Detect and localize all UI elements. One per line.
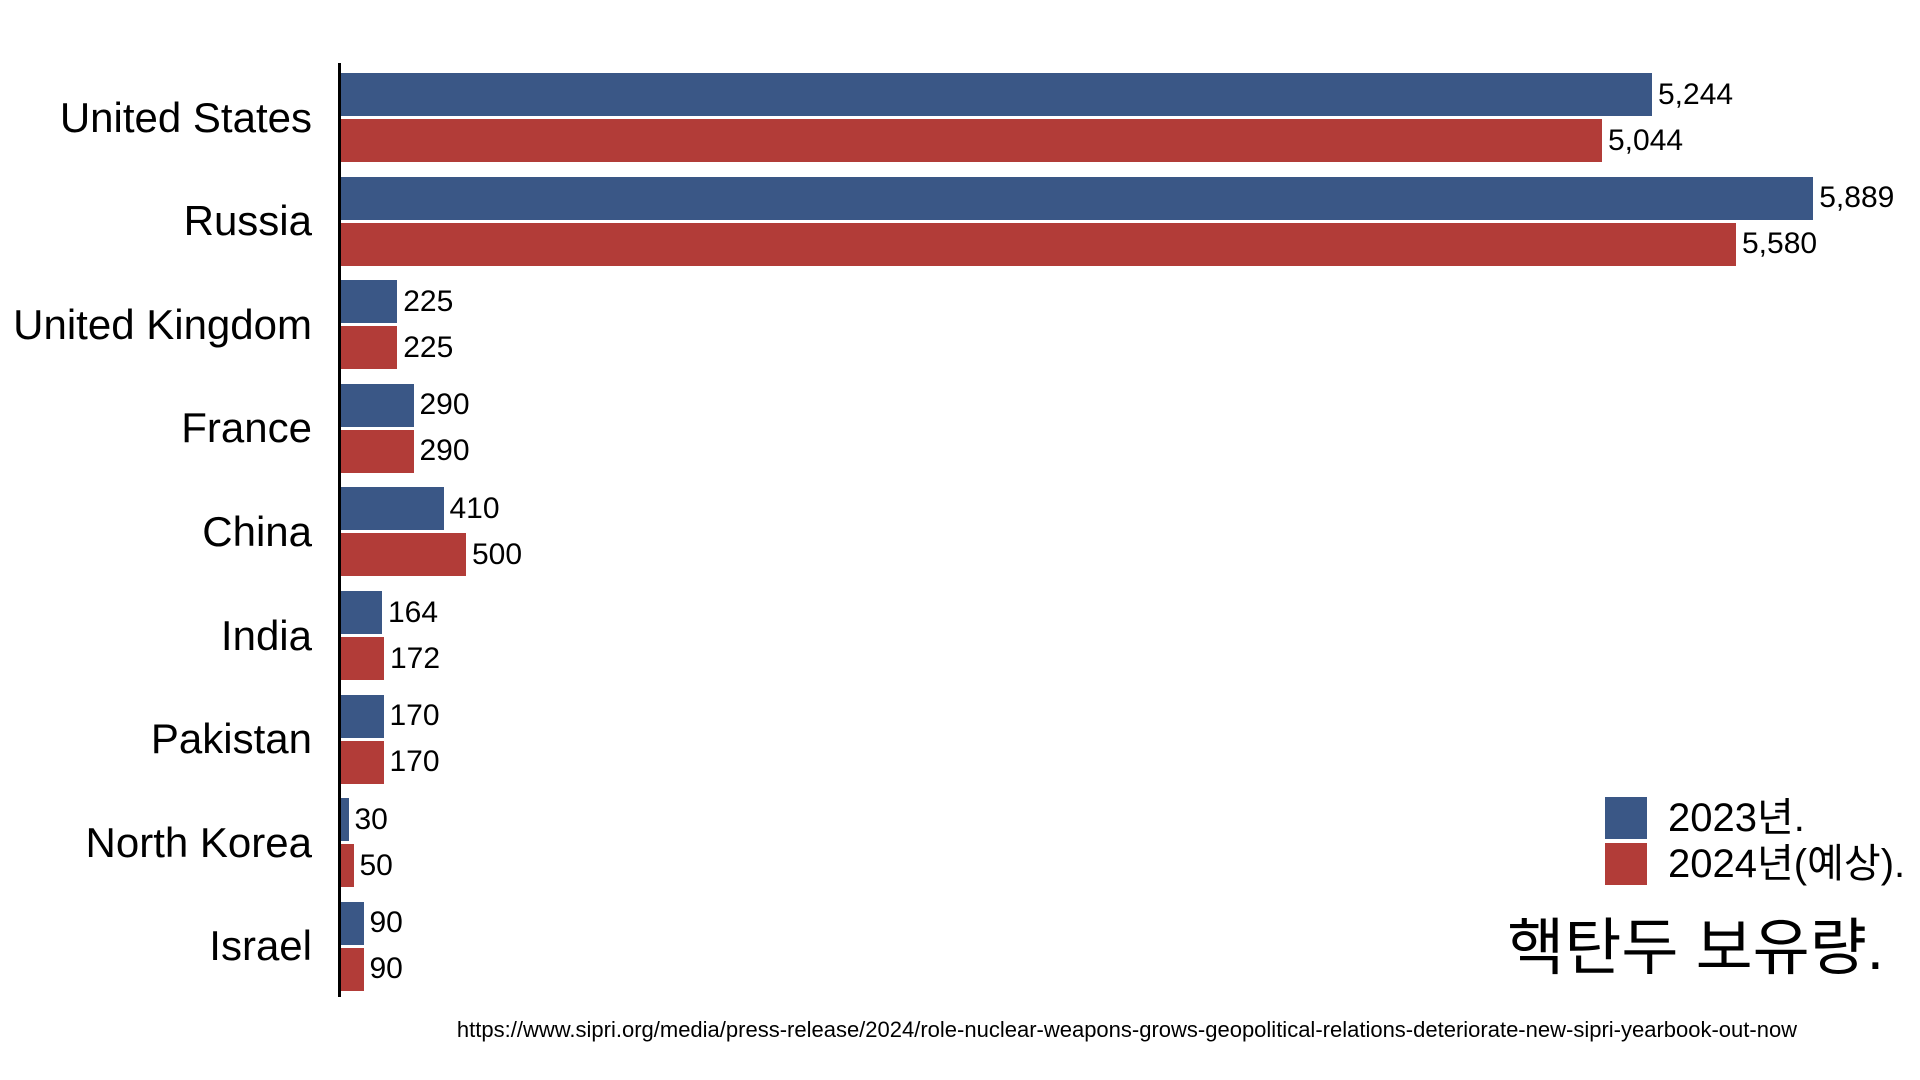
legend-swatch-2023-icon (1605, 797, 1647, 839)
bar-2023-israel (341, 901, 364, 945)
legend-item-2023: 2023년. (1605, 797, 1905, 839)
value-label-2023-pakistan: 170 (389, 699, 440, 733)
value-label-2024-pakistan: 170 (389, 745, 440, 779)
value-label-2023-north-korea: 30 (354, 802, 388, 836)
bar-2024-china (341, 533, 466, 577)
bar-2023-france (341, 383, 414, 427)
bar-2023-russia (341, 176, 1814, 220)
bar-2023-pakistan (341, 694, 384, 738)
category-label-india: India (220, 611, 312, 659)
bar-2024-united-kingdom (341, 326, 398, 370)
value-label-2023-united-states: 5,244 (1658, 77, 1734, 111)
value-label-2023-russia: 5,889 (1819, 181, 1895, 215)
value-label-2024-north-korea: 50 (359, 848, 393, 882)
value-label-2024-united-states: 5,044 (1608, 123, 1684, 157)
source-url-caption: https://www.sipri.org/media/press-releas… (456, 1017, 1798, 1042)
value-label-2024-france: 290 (419, 434, 470, 468)
value-label-2023-india: 164 (388, 595, 439, 629)
bar-2024-north-korea (341, 844, 354, 888)
legend-label-2024: 2024년(예상). (1668, 842, 1906, 886)
legend: 2023년. 2024년(예상). (1605, 797, 1905, 885)
legend-label-2023: 2023년. (1668, 796, 1805, 840)
category-label-israel: Israel (209, 922, 312, 970)
category-label-russia: Russia (183, 197, 312, 245)
bar-2024-france (341, 429, 414, 473)
legend-swatch-2024-icon (1605, 843, 1647, 885)
chart-title: 핵탄두 보유량. (1507, 914, 1884, 983)
value-label-2023-israel: 90 (369, 906, 403, 940)
value-label-2023-china: 410 (449, 491, 500, 525)
category-label-pakistan: Pakistan (150, 715, 312, 763)
bar-2024-russia (341, 222, 1736, 266)
value-label-2023-france: 290 (419, 388, 470, 422)
bar-2024-united-states (341, 119, 1602, 162)
bar-2024-india (341, 637, 384, 680)
bar-2023-north-korea (341, 798, 349, 842)
legend-item-2024: 2024년(예상). (1605, 843, 1905, 885)
bar-2023-united-states (341, 73, 1652, 116)
value-label-2024-china: 500 (472, 537, 523, 571)
bar-2023-china (341, 487, 444, 531)
value-label-2024-russia: 5,580 (1742, 227, 1818, 261)
bar-2023-united-kingdom (341, 280, 398, 324)
value-label-2024-india: 172 (390, 641, 441, 675)
category-label-united-kingdom: United Kingdom (13, 300, 312, 348)
bar-2024-israel (341, 947, 364, 991)
category-label-united-states: United States (59, 93, 312, 141)
bar-2024-pakistan (341, 740, 384, 784)
y-axis-line (338, 63, 341, 997)
category-label-north-korea: North Korea (85, 818, 312, 866)
value-label-2024-united-kingdom: 225 (403, 330, 454, 364)
value-label-2023-united-kingdom: 225 (403, 284, 454, 318)
value-label-2024-israel: 90 (369, 952, 403, 986)
category-label-france: France (181, 404, 312, 452)
category-label-china: China (202, 507, 312, 555)
bar-2023-india (341, 591, 382, 634)
